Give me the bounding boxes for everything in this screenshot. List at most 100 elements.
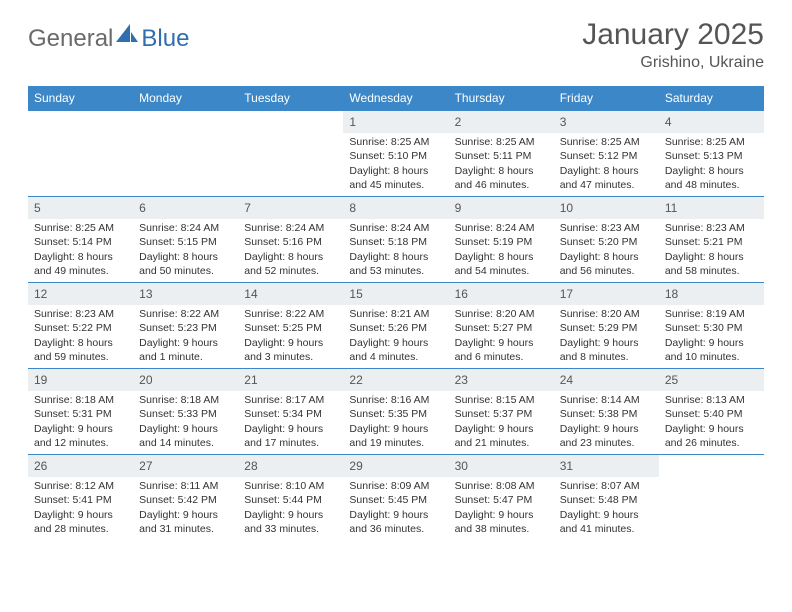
sunrise-text: Sunrise: 8:18 AM (139, 393, 232, 407)
sunset-text: Sunset: 5:21 PM (665, 235, 758, 249)
sunrise-text: Sunrise: 8:10 AM (244, 479, 337, 493)
month-title: January 2025 (582, 18, 764, 52)
daylight-text: Daylight: 8 hours and 50 minutes. (139, 250, 232, 278)
day-body: Sunrise: 8:20 AMSunset: 5:29 PMDaylight:… (554, 305, 659, 368)
day-body: Sunrise: 8:18 AMSunset: 5:31 PMDaylight:… (28, 391, 133, 454)
calendar-cell: 24Sunrise: 8:14 AMSunset: 5:38 PMDayligh… (554, 369, 659, 455)
day-number: 2 (449, 111, 554, 133)
sunrise-text: Sunrise: 8:07 AM (560, 479, 653, 493)
sunrise-text: Sunrise: 8:21 AM (349, 307, 442, 321)
daylight-text: Daylight: 9 hours and 3 minutes. (244, 336, 337, 364)
sunrise-text: Sunrise: 8:25 AM (349, 135, 442, 149)
calendar-cell: 12Sunrise: 8:23 AMSunset: 5:22 PMDayligh… (28, 283, 133, 369)
day-body: Sunrise: 8:07 AMSunset: 5:48 PMDaylight:… (554, 477, 659, 540)
daylight-text: Daylight: 9 hours and 36 minutes. (349, 508, 442, 536)
sunrise-text: Sunrise: 8:24 AM (349, 221, 442, 235)
logo-text-blue: Blue (141, 25, 189, 53)
calendar-cell: 2Sunrise: 8:25 AMSunset: 5:11 PMDaylight… (449, 111, 554, 197)
sunrise-text: Sunrise: 8:22 AM (139, 307, 232, 321)
calendar-cell: 13Sunrise: 8:22 AMSunset: 5:23 PMDayligh… (133, 283, 238, 369)
day-header: Sunday (28, 86, 133, 111)
day-number: 19 (28, 369, 133, 391)
daylight-text: Daylight: 8 hours and 52 minutes. (244, 250, 337, 278)
sunrise-text: Sunrise: 8:23 AM (665, 221, 758, 235)
day-number: 6 (133, 197, 238, 219)
day-body: Sunrise: 8:24 AMSunset: 5:15 PMDaylight:… (133, 219, 238, 282)
day-body: Sunrise: 8:25 AMSunset: 5:10 PMDaylight:… (343, 133, 448, 196)
sunrise-text: Sunrise: 8:24 AM (139, 221, 232, 235)
calendar-cell: 9Sunrise: 8:24 AMSunset: 5:19 PMDaylight… (449, 197, 554, 283)
sunset-text: Sunset: 5:47 PM (455, 493, 548, 507)
calendar-cell: 26Sunrise: 8:12 AMSunset: 5:41 PMDayligh… (28, 455, 133, 541)
day-number: 22 (343, 369, 448, 391)
calendar-week: 26Sunrise: 8:12 AMSunset: 5:41 PMDayligh… (28, 455, 764, 541)
sunrise-text: Sunrise: 8:20 AM (560, 307, 653, 321)
day-number: 12 (28, 283, 133, 305)
sunrise-text: Sunrise: 8:15 AM (455, 393, 548, 407)
day-header: Thursday (449, 86, 554, 111)
sunset-text: Sunset: 5:34 PM (244, 407, 337, 421)
daylight-text: Daylight: 9 hours and 23 minutes. (560, 422, 653, 450)
sail-icon (116, 24, 138, 47)
daylight-text: Daylight: 9 hours and 41 minutes. (560, 508, 653, 536)
daylight-text: Daylight: 8 hours and 49 minutes. (34, 250, 127, 278)
calendar-cell: 25Sunrise: 8:13 AMSunset: 5:40 PMDayligh… (659, 369, 764, 455)
daylight-text: Daylight: 9 hours and 19 minutes. (349, 422, 442, 450)
day-body: Sunrise: 8:12 AMSunset: 5:41 PMDaylight:… (28, 477, 133, 540)
daylight-text: Daylight: 8 hours and 48 minutes. (665, 164, 758, 192)
day-header: Saturday (659, 86, 764, 111)
calendar-cell: 10Sunrise: 8:23 AMSunset: 5:20 PMDayligh… (554, 197, 659, 283)
calendar-cell (28, 111, 133, 197)
sunset-text: Sunset: 5:10 PM (349, 149, 442, 163)
day-number: 21 (238, 369, 343, 391)
calendar-cell: 3Sunrise: 8:25 AMSunset: 5:12 PMDaylight… (554, 111, 659, 197)
sunset-text: Sunset: 5:13 PM (665, 149, 758, 163)
sunset-text: Sunset: 5:41 PM (34, 493, 127, 507)
day-number: 9 (449, 197, 554, 219)
day-header: Wednesday (343, 86, 448, 111)
day-body: Sunrise: 8:24 AMSunset: 5:16 PMDaylight:… (238, 219, 343, 282)
daylight-text: Daylight: 9 hours and 14 minutes. (139, 422, 232, 450)
sunset-text: Sunset: 5:23 PM (139, 321, 232, 335)
sunrise-text: Sunrise: 8:14 AM (560, 393, 653, 407)
calendar-week: 1Sunrise: 8:25 AMSunset: 5:10 PMDaylight… (28, 111, 764, 197)
calendar-cell: 11Sunrise: 8:23 AMSunset: 5:21 PMDayligh… (659, 197, 764, 283)
day-number: 18 (659, 283, 764, 305)
day-body: Sunrise: 8:16 AMSunset: 5:35 PMDaylight:… (343, 391, 448, 454)
day-number: 3 (554, 111, 659, 133)
daylight-text: Daylight: 9 hours and 31 minutes. (139, 508, 232, 536)
daylight-text: Daylight: 9 hours and 8 minutes. (560, 336, 653, 364)
sunset-text: Sunset: 5:44 PM (244, 493, 337, 507)
sunrise-text: Sunrise: 8:23 AM (34, 307, 127, 321)
day-body: Sunrise: 8:25 AMSunset: 5:12 PMDaylight:… (554, 133, 659, 196)
calendar-cell: 28Sunrise: 8:10 AMSunset: 5:44 PMDayligh… (238, 455, 343, 541)
day-header: Tuesday (238, 86, 343, 111)
calendar-cell (659, 455, 764, 541)
day-body: Sunrise: 8:23 AMSunset: 5:20 PMDaylight:… (554, 219, 659, 282)
sunrise-text: Sunrise: 8:22 AM (244, 307, 337, 321)
day-body: Sunrise: 8:18 AMSunset: 5:33 PMDaylight:… (133, 391, 238, 454)
daylight-text: Daylight: 9 hours and 21 minutes. (455, 422, 548, 450)
day-number: 30 (449, 455, 554, 477)
calendar-cell: 31Sunrise: 8:07 AMSunset: 5:48 PMDayligh… (554, 455, 659, 541)
day-number: 4 (659, 111, 764, 133)
sunrise-text: Sunrise: 8:23 AM (560, 221, 653, 235)
calendar-table: Sunday Monday Tuesday Wednesday Thursday… (28, 86, 764, 541)
daylight-text: Daylight: 8 hours and 47 minutes. (560, 164, 653, 192)
sunset-text: Sunset: 5:22 PM (34, 321, 127, 335)
day-body: Sunrise: 8:10 AMSunset: 5:44 PMDaylight:… (238, 477, 343, 540)
day-number: 26 (28, 455, 133, 477)
day-number: 17 (554, 283, 659, 305)
day-number: 23 (449, 369, 554, 391)
day-body: Sunrise: 8:15 AMSunset: 5:37 PMDaylight:… (449, 391, 554, 454)
day-number: 1 (343, 111, 448, 133)
calendar-cell: 21Sunrise: 8:17 AMSunset: 5:34 PMDayligh… (238, 369, 343, 455)
sunrise-text: Sunrise: 8:08 AM (455, 479, 548, 493)
day-number: 11 (659, 197, 764, 219)
sunset-text: Sunset: 5:20 PM (560, 235, 653, 249)
calendar-cell: 8Sunrise: 8:24 AMSunset: 5:18 PMDaylight… (343, 197, 448, 283)
calendar-week: 5Sunrise: 8:25 AMSunset: 5:14 PMDaylight… (28, 197, 764, 283)
daylight-text: Daylight: 9 hours and 28 minutes. (34, 508, 127, 536)
day-body: Sunrise: 8:23 AMSunset: 5:21 PMDaylight:… (659, 219, 764, 282)
sunrise-text: Sunrise: 8:12 AM (34, 479, 127, 493)
